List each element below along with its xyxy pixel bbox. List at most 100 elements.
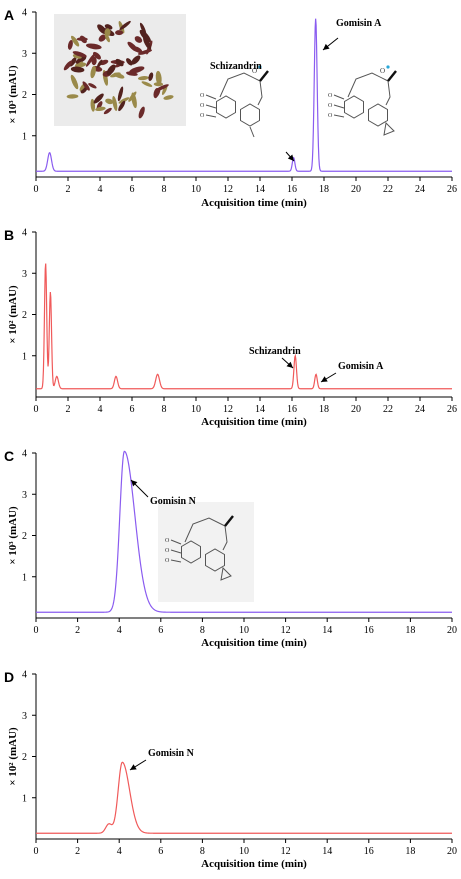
x-tick-label: 22 [383,404,393,415]
y-tick-label: 1 [22,131,27,142]
methoxy-bond [249,126,255,138]
x-tick-label: 18 [405,625,415,636]
schisandra-fruit [148,72,154,81]
x-tick-label: 2 [75,846,80,857]
oxygen-atom: O [328,93,333,99]
x-tick-label: 10 [191,184,201,195]
x-tick-label: 16 [364,625,374,636]
chart-panel-b: B0 2 4 6 8 10 12 14 16 18 20 22 24 261234Acquisition … [4,227,457,428]
schisandra-fruit [90,65,96,79]
schisandra-fruit [104,24,113,30]
schisandra-fruit [70,74,79,90]
x-tick-label: 0 [34,404,39,415]
x-tick-label: 14 [322,846,332,857]
peak-arrow-head [321,376,328,382]
schisandra-fruit [153,82,164,87]
peak-arrow-head [286,361,293,368]
methoxy-bond [333,114,345,118]
x-tick-label: 2 [66,404,71,415]
methoxy-bond [205,114,217,118]
y-axis-label: × 10³ (mAU) [7,65,19,124]
schisandra-fruit [129,66,145,74]
schisandra-fruit [138,106,145,119]
x-tick-label: 12 [223,184,233,195]
x-tick-label: 20 [351,184,361,195]
schisandra-fruit [117,86,124,102]
x-axis-label: Acquisition time (min) [201,637,307,649]
schisandra-fruit [141,81,153,87]
chromatogram-trace [36,263,452,390]
panel-letter: D [4,669,14,685]
x-tick-label: 10 [239,625,249,636]
schisandra-fruit [137,76,149,81]
schisandra-fruit [106,64,116,76]
oxygen-atom: O [200,113,205,119]
x-tick-label: 12 [281,846,291,857]
schisandra-fruit [127,41,139,52]
x-tick-label: 12 [223,404,233,415]
schisandra-fruit [72,51,87,58]
x-tick-label: 18 [319,404,329,415]
x-tick-label: 6 [130,404,135,415]
y-axis-label: × 10³ (mAU) [7,506,19,565]
y-tick-label: 2 [22,752,27,763]
x-tick-label: 16 [287,404,297,415]
schisandra-fruit [97,24,107,35]
schisandra-fruit [93,93,104,104]
structure-backdrop [158,502,254,602]
peak-arrow-head [287,154,294,161]
x-tick-label: 6 [158,625,163,636]
x-tick-label: 20 [447,625,457,636]
x-tick-label: 8 [162,404,167,415]
x-tick-label: 10 [191,404,201,415]
x-tick-label: 6 [158,846,163,857]
schisandra-fruit [118,100,126,112]
schisandra-fruit [118,97,130,104]
x-tick-label: 14 [255,404,265,415]
x-tick-label: 16 [287,184,297,195]
schisandra-fruit [139,22,147,35]
peak-label: Gomisin A [338,361,384,372]
peak-arrow-head [131,480,138,487]
schisandra-fruit [131,55,141,65]
schisandra-fruit [75,56,87,64]
benzene-ring-right [368,103,388,127]
methoxy-bond [205,104,217,109]
panel-letter: A [4,7,14,23]
methoxy-bond [333,94,345,100]
x-tick-label: 20 [351,404,361,415]
benzene-ring-left [344,95,364,119]
x-axis-label: Acquisition time (min) [201,197,307,209]
x-tick-label: 26 [447,404,457,415]
y-tick-label: 2 [22,310,27,321]
schisandra-fruit [98,34,107,42]
x-tick-label: 24 [415,404,425,415]
y-axis-label: × 10² (mAU) [7,285,19,344]
schisandra-fruit [119,20,131,31]
x-tick-label: 14 [255,184,265,195]
methoxy-bond [170,549,182,554]
x-tick-label: 20 [447,846,457,857]
oxygen-atom: O [165,558,170,564]
oxygen-atom: O [200,103,205,109]
y-tick-label: 1 [22,351,27,362]
y-tick-label: 2 [22,531,27,542]
schisandra-fruit [105,98,114,105]
x-tick-label: 14 [322,625,332,636]
schisandra-fruit [91,56,97,66]
chiral-marker [386,65,390,69]
benzene-ring-left [216,95,236,119]
peak-label: Gomisin N [150,496,197,507]
x-tick-label: 26 [447,184,457,195]
x-axis-label: Acquisition time (min) [201,416,307,428]
x-tick-label: 4 [117,625,122,636]
schisandra-fruit [88,83,97,89]
methyl-wedge [387,70,397,82]
schisandra-fruit [96,59,103,68]
methyl-wedge [259,70,269,82]
x-tick-label: 2 [66,184,71,195]
x-tick-label: 0 [34,846,39,857]
cyclooctadiene-ring [219,72,263,106]
schisandra-fruit [128,91,137,102]
y-axis-label: × 10² (mAU) [7,727,19,786]
